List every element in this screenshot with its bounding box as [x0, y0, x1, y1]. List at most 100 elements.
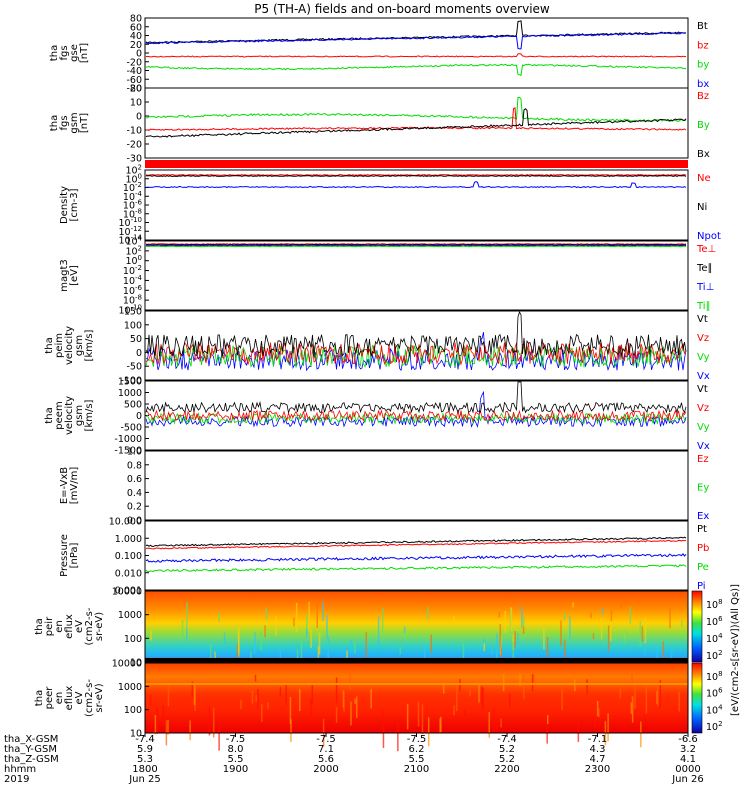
spectrogram-cell [483, 638, 485, 646]
xtick-z-gsm: 4.1 [680, 754, 696, 765]
spectrogram-cell [531, 674, 534, 692]
legend: Bz By Bx [697, 91, 710, 160]
spectrogram-cell [264, 625, 266, 638]
ylabel-line: tha [49, 45, 60, 61]
ylabel-line: velocity [64, 326, 75, 365]
spectrogram-cell [593, 716, 596, 729]
legend-Vy: Vy [697, 352, 710, 363]
spectrogram-cell [644, 616, 647, 644]
ytick-label: -10 [126, 126, 142, 137]
trace-temp [145, 243, 687, 246]
ylabel-line: tha [34, 618, 45, 634]
colorbar-tick: 106 [706, 615, 723, 628]
legend-Ti∥: Ti∥ [696, 301, 711, 312]
spectrogram-cell [499, 623, 501, 648]
spectrogram-cell [310, 629, 312, 648]
spectrogram-cell [191, 681, 194, 698]
spectrogram-fill-band [145, 658, 688, 662]
spectrogram-cell [662, 641, 665, 670]
spectrogram-cell [290, 719, 292, 742]
ytick-label: 10 [130, 98, 142, 109]
spectrogram-cell [440, 716, 442, 732]
ylabel-line: gse [69, 44, 80, 62]
legend-Te∥: Te∥ [696, 263, 713, 274]
spectrogram-cell [624, 629, 627, 644]
spectrogram-cell [335, 677, 338, 708]
spectrogram-cell [496, 633, 498, 661]
spectrogram-cell [406, 703, 409, 730]
trace-vz [145, 342, 686, 366]
spectrogram-cell [670, 646, 673, 660]
ylabel-line: en [54, 692, 65, 705]
legend-Te⊥: Te⊥ [696, 244, 716, 255]
spectrogram-cell [240, 699, 242, 710]
spectrogram-cell [223, 632, 226, 644]
ylabel-line: en [54, 620, 65, 633]
spectrogram-cell [523, 675, 525, 700]
spectrogram-cell [162, 704, 165, 726]
spectrogram-cell [311, 684, 314, 705]
ylabel-line: [nPa] [69, 542, 80, 568]
ylabel-group: tha peim velocity gsm [km/s] [44, 326, 95, 365]
colorbar-tick: 108 [706, 598, 723, 611]
ytick-label: 0 [136, 49, 142, 60]
ytick-label: 102 [125, 244, 142, 257]
trace-temp [145, 244, 687, 247]
spectrogram-cell [569, 616, 571, 639]
spectrogram-cell [306, 628, 308, 638]
ylabel-line: tha [44, 407, 55, 423]
ylabel-group: tha fgs gsm [nT] [49, 112, 90, 133]
spectrogram-cell [596, 700, 599, 717]
panel-frame [144, 310, 689, 381]
spectrogram-cell [208, 706, 211, 736]
spectrogram-cell [186, 601, 188, 627]
ytick-label: 0.2 [127, 502, 142, 513]
spectrogram-cell [508, 693, 511, 708]
spectrogram-cell [521, 606, 523, 628]
spectrogram-cell [659, 680, 662, 708]
trace-bx [145, 32, 687, 50]
ytick-label: 10.000 [109, 517, 142, 528]
ylabel-line: velocity [64, 396, 75, 435]
ylabel-line: eflux [64, 686, 75, 711]
spectrogram-cell [154, 715, 157, 735]
legend-Ex: Ex [697, 511, 709, 522]
spectrogram-cell [644, 636, 646, 656]
ytick-label: 100 [124, 320, 142, 331]
ytick-label: 10-4 [123, 190, 143, 203]
ylabel-group: tha peir en eflux eV (cm2-s-sr-eV) [34, 607, 105, 645]
ylabel-line: Density [59, 186, 70, 224]
traces [145, 20, 687, 77]
traces [145, 96, 687, 138]
spectrogram-cell [641, 626, 644, 642]
colorbar-tick: 106 [706, 687, 723, 700]
ytick-group: 20 10 0 -10 -20 -30 [126, 84, 149, 165]
spectrogram-cell [543, 628, 545, 650]
ytick-label: -40 [126, 66, 142, 77]
ytick-label: 10000 [112, 659, 142, 670]
spectrogram-cell [426, 606, 429, 620]
panel-frame [144, 380, 689, 451]
spectrogram-cell [493, 708, 495, 733]
spectrogram-cell [343, 691, 345, 712]
ylabel-line: tha [34, 690, 45, 706]
ytick-label: 10 [130, 658, 142, 669]
trace-vz [145, 409, 687, 422]
spectrogram-cell [316, 602, 318, 628]
xtick-x-gsm: -7.5 [316, 734, 336, 745]
spectrogram-cell [601, 608, 604, 615]
spectrogram-cell [561, 686, 563, 710]
ylabel-line: [eV] [69, 265, 80, 286]
ytick-label: -100 [120, 376, 142, 387]
spectrogram-cell [620, 603, 622, 609]
spectrogram-cell [490, 645, 493, 655]
ylabel-line: eflux [64, 614, 75, 639]
spectrogram-cell [251, 690, 254, 704]
colorbar-label: [eV/(cm2-s[sr-eV])(All Qs)] [730, 584, 741, 716]
ylabel-line: E=-VxB [59, 467, 70, 504]
ytick-label: 1000 [118, 388, 142, 399]
spectrogram-cell [261, 704, 263, 722]
spectrogram-cell [186, 627, 188, 642]
spectrogram-cell [267, 702, 269, 710]
